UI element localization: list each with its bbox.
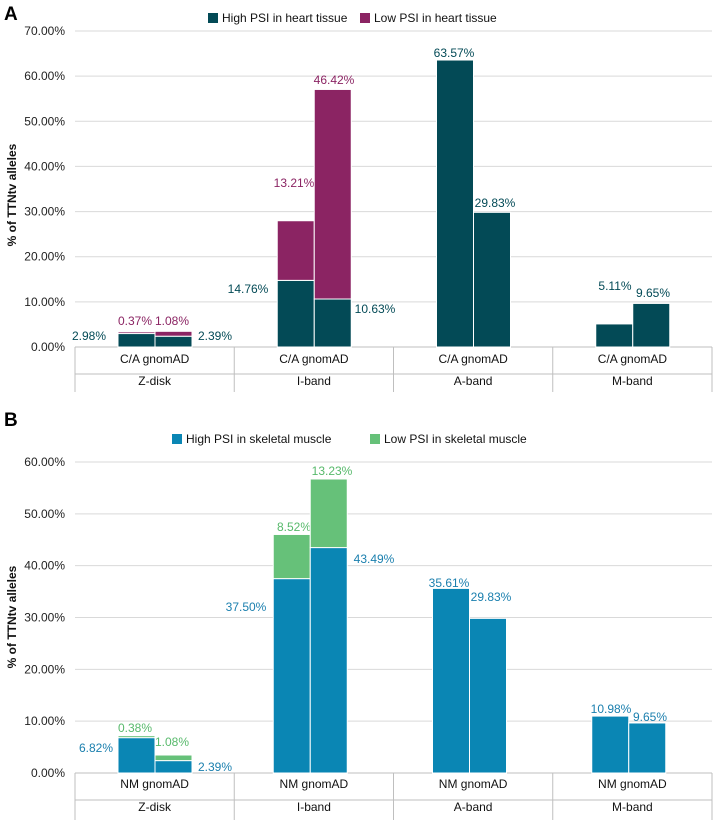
bar-high-m-band-nm [591, 715, 630, 774]
legend-label-low: Low PSI in skeletal muscle [384, 432, 527, 446]
data-label-high: 10.63% [355, 302, 396, 316]
bar-high-a-band-c/a [436, 59, 474, 348]
y-tick-label: 40.00% [24, 559, 65, 573]
x-tick-label: NM gnomAD [598, 777, 667, 791]
x-tick-label: C/A gnomAD [279, 352, 349, 366]
y-tick-label: 60.00% [24, 455, 65, 469]
data-label-high: 9.65% [636, 286, 670, 300]
data-label-high: 37.50% [226, 600, 267, 614]
data-label-high: 43.49% [354, 552, 395, 566]
y-tick-label: 40.00% [24, 159, 65, 173]
bar-low-i-band-gnomad [313, 88, 352, 300]
y-tick-label: 0.00% [31, 766, 65, 780]
y-tick-label: 30.00% [24, 611, 65, 625]
x-tick-label: C/A gnomAD [598, 352, 668, 366]
data-label-high: 2.39% [198, 760, 232, 774]
bar-high-i-band-gnomad [309, 547, 348, 774]
y-tick-label: 60.00% [24, 69, 65, 83]
y-tick-label: 30.00% [24, 205, 65, 219]
data-label-low: 1.08% [155, 314, 189, 328]
y-tick-label: 10.00% [24, 714, 65, 728]
y-axis-label: % of TTNtv alleles [5, 143, 19, 246]
bar-low-i-band-gnomad [309, 478, 348, 549]
y-tick-label: 50.00% [24, 114, 65, 128]
bar-high-z-disk-gnomad [154, 335, 193, 348]
data-label-low: 0.38% [118, 721, 152, 735]
x-group-label: M-band [612, 374, 653, 388]
bar-high-z-disk-c/a [117, 333, 156, 348]
x-group-label: A-band [454, 800, 493, 814]
y-tick-label: 0.00% [31, 340, 65, 354]
data-label-high: 14.76% [228, 282, 269, 296]
bar-high-i-band-gnomad [313, 298, 352, 348]
legend-swatch-high [172, 434, 182, 444]
bar-high-i-band-nm [272, 578, 311, 774]
bar-low-z-disk-gnomad [154, 754, 193, 762]
x-group-label: A-band [454, 374, 493, 388]
x-tick-label: NM gnomAD [280, 777, 349, 791]
data-label-low: 13.23% [312, 464, 353, 478]
bar-low-i-band-nm [272, 533, 311, 580]
x-group-label: I-band [297, 800, 331, 814]
data-label-low: 46.42% [314, 73, 355, 87]
data-label-high: 2.98% [72, 329, 106, 343]
bar-high-a-band-gnomad [473, 211, 511, 348]
bar-low-z-disk-c/a [117, 331, 156, 335]
bar-high-a-band-gnomad [469, 617, 507, 774]
data-label-high: 9.65% [633, 710, 667, 724]
data-label-high: 2.39% [198, 329, 232, 343]
legend-label-high: High PSI in skeletal muscle [186, 432, 332, 446]
y-tick-label: 20.00% [24, 662, 65, 676]
x-tick-label: C/A gnomAD [438, 352, 508, 366]
bar-low-z-disk-nm [117, 735, 156, 739]
legend-swatch-high [208, 13, 218, 23]
data-label-low: 0.37% [118, 314, 152, 328]
x-tick-label: NM gnomAD [439, 777, 508, 791]
x-tick-label: NM gnomAD [120, 777, 189, 791]
bar-high-z-disk-nm [117, 737, 156, 774]
bar-high-m-band-gnomad [632, 302, 671, 348]
bar-low-z-disk-gnomad [154, 330, 193, 337]
data-label-high: 6.82% [79, 741, 113, 755]
panel-a-label: A [4, 4, 18, 25]
data-label-high: 5.11% [598, 279, 631, 293]
x-group-label: Z-disk [138, 800, 172, 814]
bar-high-m-band-c/a [595, 323, 634, 348]
legend-swatch-low [360, 13, 370, 23]
x-group-label: M-band [612, 800, 653, 814]
bar-high-z-disk-gnomad [154, 760, 193, 774]
y-tick-label: 10.00% [24, 295, 65, 309]
chart-b: 0.00% 10.00% 20.00% 30.00% 40.00% 50.00% 60.00… [5, 432, 713, 820]
y-axis-label: % of TTNtv alleles [5, 565, 19, 668]
bar-low-i-band-c/a [276, 220, 315, 281]
bar-high-i-band-c/a [276, 279, 315, 348]
data-label-low: 8.52% [277, 520, 311, 534]
data-label-high: 35.61% [429, 576, 470, 590]
chart-a: 0.00% 10.00% 20.00% 30.00% 40.00% 50.00% 60.00… [5, 11, 713, 392]
y-tick-label: 20.00% [24, 250, 65, 264]
bar-high-m-band-gnomad [628, 722, 667, 774]
x-tick-label: C/A gnomAD [120, 352, 190, 366]
data-label-high: 29.83% [471, 590, 512, 604]
data-label-high: 10.98% [591, 702, 632, 716]
legend-label-high: High PSI in heart tissue [222, 11, 348, 25]
data-label-high: 63.57% [434, 46, 475, 60]
data-label-low: 13.21% [274, 176, 315, 190]
bar-high-a-band-nm [432, 587, 470, 774]
y-tick-label: 70.00% [24, 24, 65, 38]
data-label-low: 1.08% [155, 735, 189, 749]
legend-swatch-low [370, 434, 380, 444]
data-label-high: 29.83% [475, 196, 516, 210]
panel-b-label: B [4, 410, 18, 431]
legend-label-low: Low PSI in heart tissue [374, 11, 497, 25]
x-group-label: I-band [297, 374, 331, 388]
y-tick-label: 50.00% [24, 507, 65, 521]
x-group-label: Z-disk [138, 374, 172, 388]
